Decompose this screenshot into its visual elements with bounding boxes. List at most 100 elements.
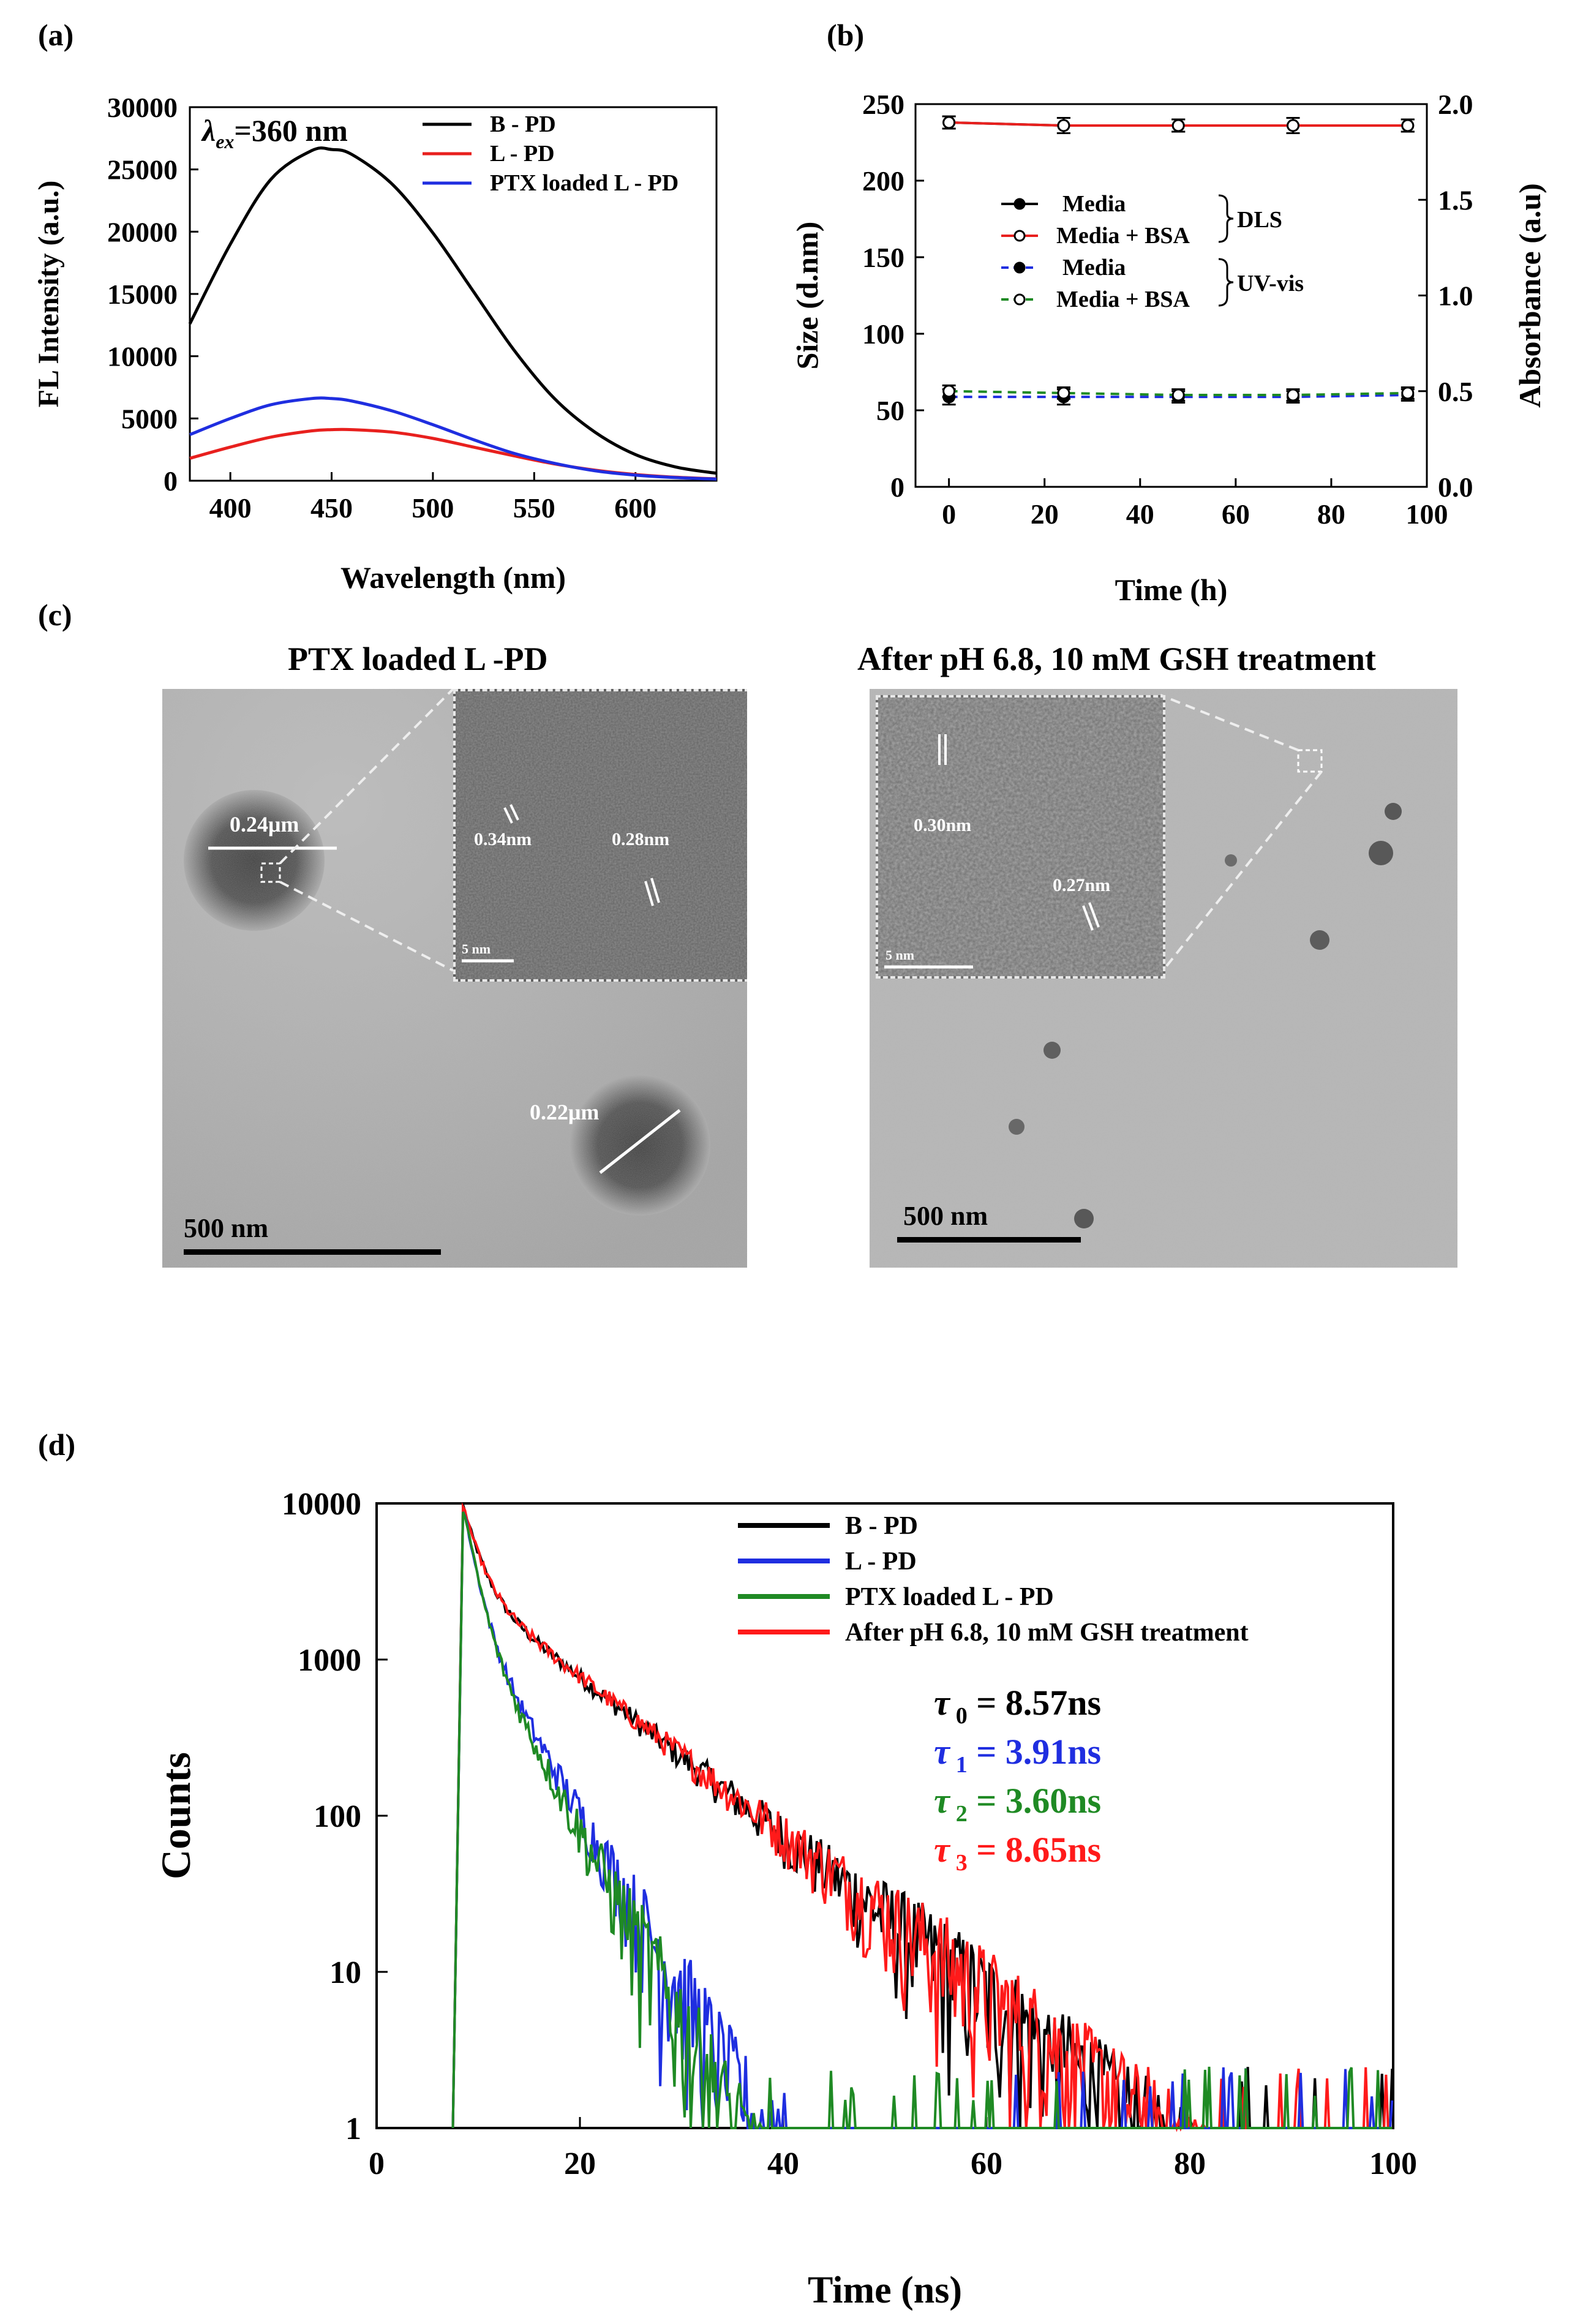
y-tick-label: 15000: [107, 279, 178, 310]
measure-line-2: [599, 1109, 681, 1174]
series-line: [949, 389, 1408, 396]
x-tick-label: 100: [1406, 498, 1448, 530]
legend-label: B - PD: [845, 1512, 918, 1540]
tem-right-scalebar-label: 500 nm: [903, 1201, 988, 1231]
tem-right-scalebar: [897, 1237, 1081, 1243]
plot-frame: [189, 106, 718, 482]
legend-label: Media: [1062, 255, 1126, 280]
inset-left-lattice: [456, 691, 747, 979]
y-tick-label: 10000: [107, 341, 178, 372]
y2-tick-label: 0.5: [1438, 376, 1473, 407]
x-tick-label: 600: [614, 492, 656, 524]
y-tick-label: 0: [890, 472, 904, 503]
bracket-label: DLS: [1237, 207, 1282, 233]
y-tick-label: 1: [345, 2112, 361, 2146]
y-tick-label: 25000: [107, 154, 178, 186]
lattice-spacing-2: 0.28nm: [612, 829, 670, 849]
x-tick-label: 60: [1222, 498, 1250, 530]
data-point: [942, 385, 956, 398]
legend-marker: [1013, 261, 1026, 274]
legend-label: PTX loaded L - PD: [845, 1583, 1054, 1611]
x-tick-label: 40: [1126, 498, 1154, 530]
x-tick-label: 0: [369, 2146, 385, 2181]
tem-dot: [1310, 930, 1329, 950]
y-tick-label: 30000: [107, 92, 178, 123]
data-point: [1286, 388, 1299, 402]
legend-marker: [1013, 293, 1026, 306]
y-axis-label: Size (d.nm): [790, 222, 824, 370]
lattice-spacing-1: 0.34nm: [474, 829, 532, 849]
zoom-box: [260, 862, 281, 883]
data-point: [1401, 119, 1415, 132]
x-tick-label: 550: [513, 492, 555, 524]
x-tick-label: 0: [942, 498, 956, 530]
tem-left-scalebar-label: 500 nm: [184, 1213, 269, 1243]
data-point: [942, 116, 956, 129]
tem-left-inset: 0.34nm 0.28nm 5 nm: [453, 689, 747, 982]
tem-dot: [1043, 1042, 1061, 1059]
y2-axis-label: Absorbance (a.u): [1513, 183, 1547, 408]
y2-tick-label: 2.0: [1438, 89, 1473, 120]
decay-curve-2: [451, 1511, 1393, 2129]
legend-label: L - PD: [490, 141, 555, 167]
x-axis-label: Wavelength (nm): [340, 560, 566, 595]
x-tick-label: 450: [310, 492, 353, 524]
y-tick-label: 200: [862, 165, 904, 197]
legend-label: B - PD: [490, 111, 556, 137]
data-point: [1171, 119, 1185, 132]
panel-label-b: (b): [827, 18, 865, 52]
panel-label-c: (c): [38, 598, 72, 632]
data-point: [1171, 388, 1185, 402]
tem-left-scalebar: [184, 1249, 441, 1255]
x-tick-label: 40: [767, 2146, 799, 2181]
tem-image-right: 0.30nm 0.27nm 5 nm 500 nm: [870, 689, 1457, 1268]
lattice-spacing-2: 0.27nm: [1053, 875, 1111, 895]
series-line-b---pd: [188, 146, 717, 475]
lattice-spacing-1: 0.30nm: [914, 815, 972, 835]
tem-dot: [1385, 803, 1402, 820]
inset-left-scale: 5 nm: [462, 941, 491, 957]
panel-label-d: (d): [38, 1427, 76, 1462]
y2-tick-label: 1.0: [1438, 280, 1473, 312]
y-tick-label: 10000: [282, 1487, 361, 1522]
tem-dot: [1369, 841, 1393, 865]
y-tick-label: 100: [862, 318, 904, 350]
x-axis-label: Time (ns): [808, 2269, 962, 2311]
chart-d-decay: 1 10 100 1000 10000 0 20 40 60 80 100 Time (ns) Coun…: [152, 1487, 1417, 2311]
zoom-guide-1: [1160, 694, 1299, 751]
x-tick-label: 100: [1369, 2146, 1417, 2181]
tem-right-title: After pH 6.8, 10 mM GSH treatment: [857, 641, 1376, 677]
tem-right-inset: 0.30nm 0.27nm 5 nm: [876, 695, 1165, 979]
x-tick-label: 80: [1317, 498, 1345, 530]
x-tick-label: 500: [412, 492, 454, 524]
y-axis-label: Counts: [152, 1752, 199, 1879]
y-tick-label: 1000: [298, 1643, 361, 1678]
y-tick-label: 20000: [107, 216, 178, 247]
zoom-guide-2: [279, 881, 454, 972]
data-point: [1286, 119, 1299, 132]
legend-label: Media + BSA: [1056, 223, 1190, 249]
legend-label: Media: [1062, 191, 1126, 217]
data-point: [1057, 119, 1070, 132]
x-tick-label: 20: [1031, 498, 1059, 530]
y-tick-label: 50: [876, 395, 904, 426]
y2-tick-label: 0.0: [1438, 472, 1473, 503]
tem-dot: [1074, 1209, 1094, 1228]
y-tick-label: 150: [862, 242, 904, 273]
x-axis-label: Time (h): [1115, 573, 1228, 607]
tem-dot: [1225, 854, 1237, 867]
x-tick-label: 60: [971, 2146, 1002, 2181]
chart-a-fl-spectra: 0 5000 10000 15000 20000 25000 30000 400 450 500 5…: [32, 92, 718, 595]
legend-bracket: [1218, 258, 1234, 307]
y-tick-label: 250: [862, 89, 904, 120]
x-tick-label: 80: [1174, 2146, 1206, 2181]
tem-image-left: 0.24μm 0.22μm 0.34nm 0.28nm 5 nm 500 nm: [162, 689, 747, 1268]
inset-right-scale: 5 nm: [886, 947, 915, 963]
zoom-box: [1297, 749, 1323, 773]
legend-label: Media + BSA: [1056, 287, 1190, 312]
chart-b-stability: 0 50 100 150 200 250 0.0 0.5 1.0 1.5 2.0 0 20 40 60 80 1…: [790, 89, 1547, 607]
legend-label: L - PD: [845, 1547, 917, 1576]
